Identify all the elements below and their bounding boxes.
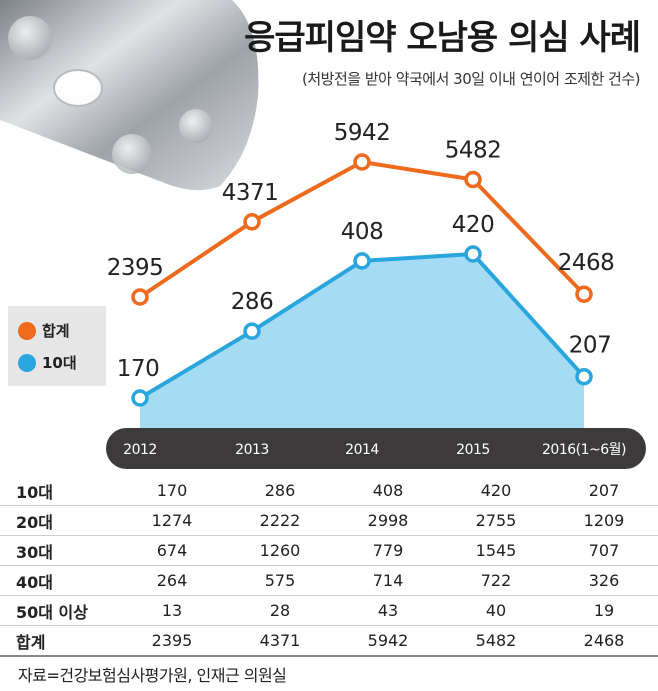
row-label: 30대	[0, 535, 118, 566]
legend-teens-swatch	[18, 353, 36, 372]
table-cell: 19	[550, 595, 658, 626]
legend-total-label: 합계	[42, 322, 70, 340]
teens-area	[140, 254, 584, 448]
teens-point-0	[131, 389, 149, 407]
table-cell: 326	[550, 565, 658, 596]
table-cell: 13	[118, 595, 226, 626]
teens-point-4	[575, 367, 593, 386]
total-point-0	[131, 288, 149, 306]
legend-total-swatch	[18, 321, 36, 340]
legend-item-teens: 10대	[18, 352, 77, 373]
table-cell: 420	[442, 476, 550, 506]
teens-point-2	[353, 252, 371, 270]
table-cell: 40	[442, 595, 550, 626]
total-value-label-3: 5482	[445, 138, 502, 164]
source-note: 자료=건강보험심사평가원, 인재근 의원실	[18, 666, 287, 685]
x-tick-label-3: 2015	[456, 442, 490, 458]
table-cell: 2395	[118, 625, 226, 657]
table-cell: 779	[334, 535, 442, 566]
x-tick-label-0: 2012	[123, 442, 157, 458]
x-tick-label-4: 2016(1~6월)	[542, 442, 626, 458]
table-cell: 575	[226, 565, 334, 596]
table-cell: 28	[226, 595, 334, 626]
teens-value-label-2: 408	[341, 219, 383, 245]
table-cell: 207	[550, 476, 658, 506]
table-cell: 408	[334, 476, 442, 506]
total-point-3	[464, 170, 482, 189]
table-cell: 4371	[226, 625, 334, 657]
row-label: 40대	[0, 565, 118, 596]
page-title: 응급피임약 오남용 의심 사례	[244, 18, 641, 58]
row-label: 20대	[0, 505, 118, 536]
table-cell: 170	[118, 476, 226, 506]
legend: 합계 10대	[8, 306, 106, 386]
total-value-label-4: 2468	[558, 250, 615, 276]
table-cell: 2468	[550, 625, 658, 657]
table-cell: 286	[226, 476, 334, 506]
table-row: 40대 264 575 714 722 326	[0, 565, 658, 596]
table-cell: 2222	[226, 505, 334, 536]
data-table: 10대 170 286 408 420 207 20대 1274 2222 2998 2755 120…	[0, 476, 658, 657]
table-cell: 1209	[550, 505, 658, 536]
row-label: 합계	[0, 625, 118, 657]
total-value-label-1: 4371	[222, 180, 279, 206]
table-cell: 2998	[334, 505, 442, 536]
row-label: 10대	[0, 476, 118, 506]
table-cell: 5482	[442, 625, 550, 657]
table-row: 20대 1274 2222 2998 2755 1209	[0, 505, 658, 536]
pill-blister-illustration	[0, 0, 259, 191]
total-point-1	[243, 213, 261, 231]
table-cell: 5942	[334, 625, 442, 657]
teens-value-label-1: 286	[231, 289, 273, 315]
teens-value-label-0: 170	[117, 356, 159, 382]
table-cell: 722	[442, 565, 550, 596]
table-cell: 1260	[226, 535, 334, 566]
legend-item-total: 합계	[18, 320, 70, 341]
total-value-label-0: 2395	[107, 255, 164, 281]
table-cell: 714	[334, 565, 442, 596]
teens-point-1	[243, 322, 261, 340]
legend-teens-label: 10대	[42, 354, 77, 372]
table-cell: 1545	[442, 535, 550, 566]
total-value-label-2: 5942	[334, 120, 391, 146]
page-subtitle: (처방전을 받아 약국에서 30일 이내 연이어 조제한 건수)	[302, 70, 640, 88]
table-cell: 1274	[118, 505, 226, 536]
x-tick-label-2: 2014	[345, 442, 379, 458]
x-tick-label-1: 2013	[235, 442, 269, 458]
total-point-2	[353, 153, 371, 171]
year-band	[106, 428, 646, 469]
table-row: 10대 170 286 408 420 207	[0, 476, 658, 506]
table-cell: 43	[334, 595, 442, 626]
table-cell: 674	[118, 535, 226, 566]
table-cell: 264	[118, 565, 226, 596]
total-point-4	[575, 285, 593, 303]
teens-value-label-4: 207	[569, 333, 611, 359]
table-cell: 2755	[442, 505, 550, 536]
teens-value-label-3: 420	[452, 212, 494, 238]
table-cell: 707	[550, 535, 658, 566]
teens-point-3	[464, 245, 482, 263]
table-row: 합계 2395 4371 5942 5482 2468	[0, 625, 658, 657]
table-row: 30대 674 1260 779 1545 707	[0, 535, 658, 566]
row-label: 50대 이상	[0, 595, 118, 626]
line-chart: 2395 4371 5942 5482 2468 170 286 408 420 207 2012…	[106, 120, 646, 469]
table-row: 50대 이상 13 28 43 40 19	[0, 595, 658, 626]
